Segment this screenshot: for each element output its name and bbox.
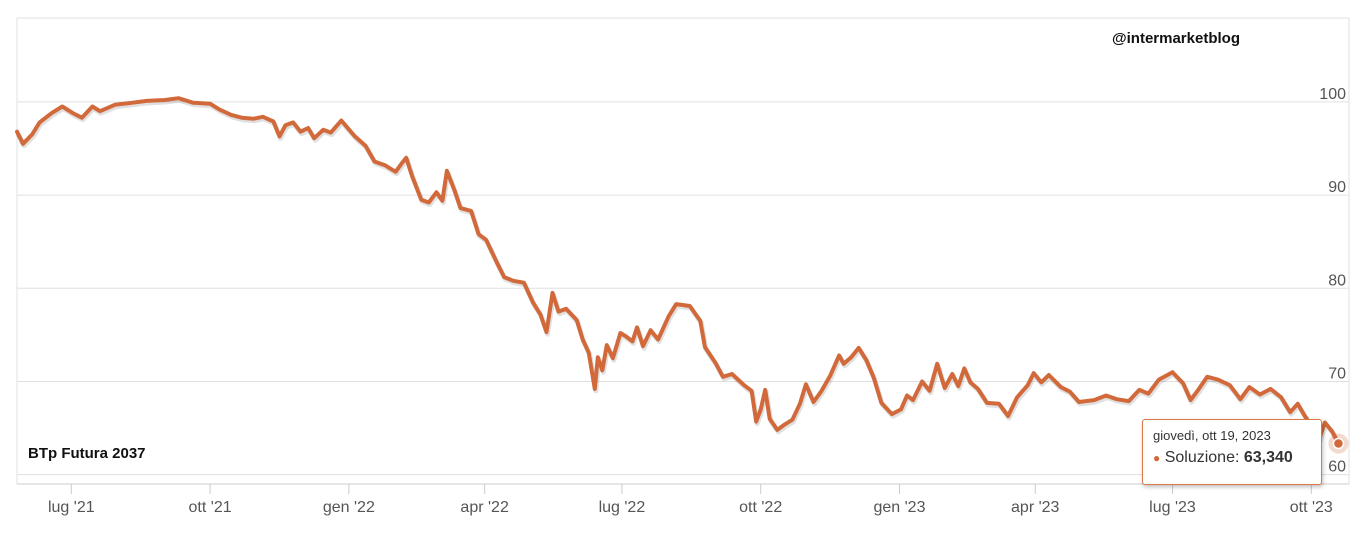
x-tick-label: gen '22: [323, 499, 375, 516]
tooltip-value: 63,340: [1243, 449, 1293, 466]
x-tick-label: lug '23: [1149, 499, 1196, 516]
series-title-label: BTp Futura 2037: [28, 445, 146, 462]
y-tick-label: 100: [1319, 86, 1346, 103]
x-tick-label: ott '21: [189, 499, 232, 516]
x-axis-ticks: lug '21 ott '21 gen '22 apr '22 lug '22 ott '…: [17, 483, 1349, 516]
series-line[interactable]: [15, 96, 1341, 446]
x-tick-label: gen '23: [873, 499, 925, 516]
y-tick-label: 70: [1328, 365, 1346, 382]
hover-point[interactable]: [1332, 437, 1345, 450]
data-tooltip: giovedì, ott 19, 2023 ● Soluzione: 63,34…: [1142, 419, 1322, 485]
x-tick-label: apr '22: [460, 499, 509, 516]
series-dot-icon: ●: [1153, 451, 1161, 465]
x-tick-label: lug '22: [599, 499, 646, 516]
y-tick-label: 80: [1328, 272, 1346, 289]
x-tick-label: apr '23: [1011, 499, 1060, 516]
tooltip-series-name: Soluzione: [1164, 449, 1235, 466]
x-tick-label: ott '23: [1290, 499, 1333, 516]
y-axis-ticks: 60 70 80 90 100: [1319, 86, 1346, 476]
tooltip-date: giovedì, ott 19, 2023: [1153, 428, 1271, 443]
x-tick-label: ott '22: [739, 499, 782, 516]
x-tick-label: lug '21: [48, 499, 95, 516]
y-tick-label: 60: [1328, 459, 1346, 476]
watermark-label: @intermarketblog: [1112, 30, 1240, 47]
series-line-shadow: [15, 97, 1342, 447]
series-soluzione[interactable]: [15, 96, 1349, 454]
grid-lines: [16, 17, 1350, 484]
y-tick-label: 90: [1328, 179, 1346, 196]
tooltip-value-line: ● Soluzione: 63,340: [1153, 449, 1293, 466]
